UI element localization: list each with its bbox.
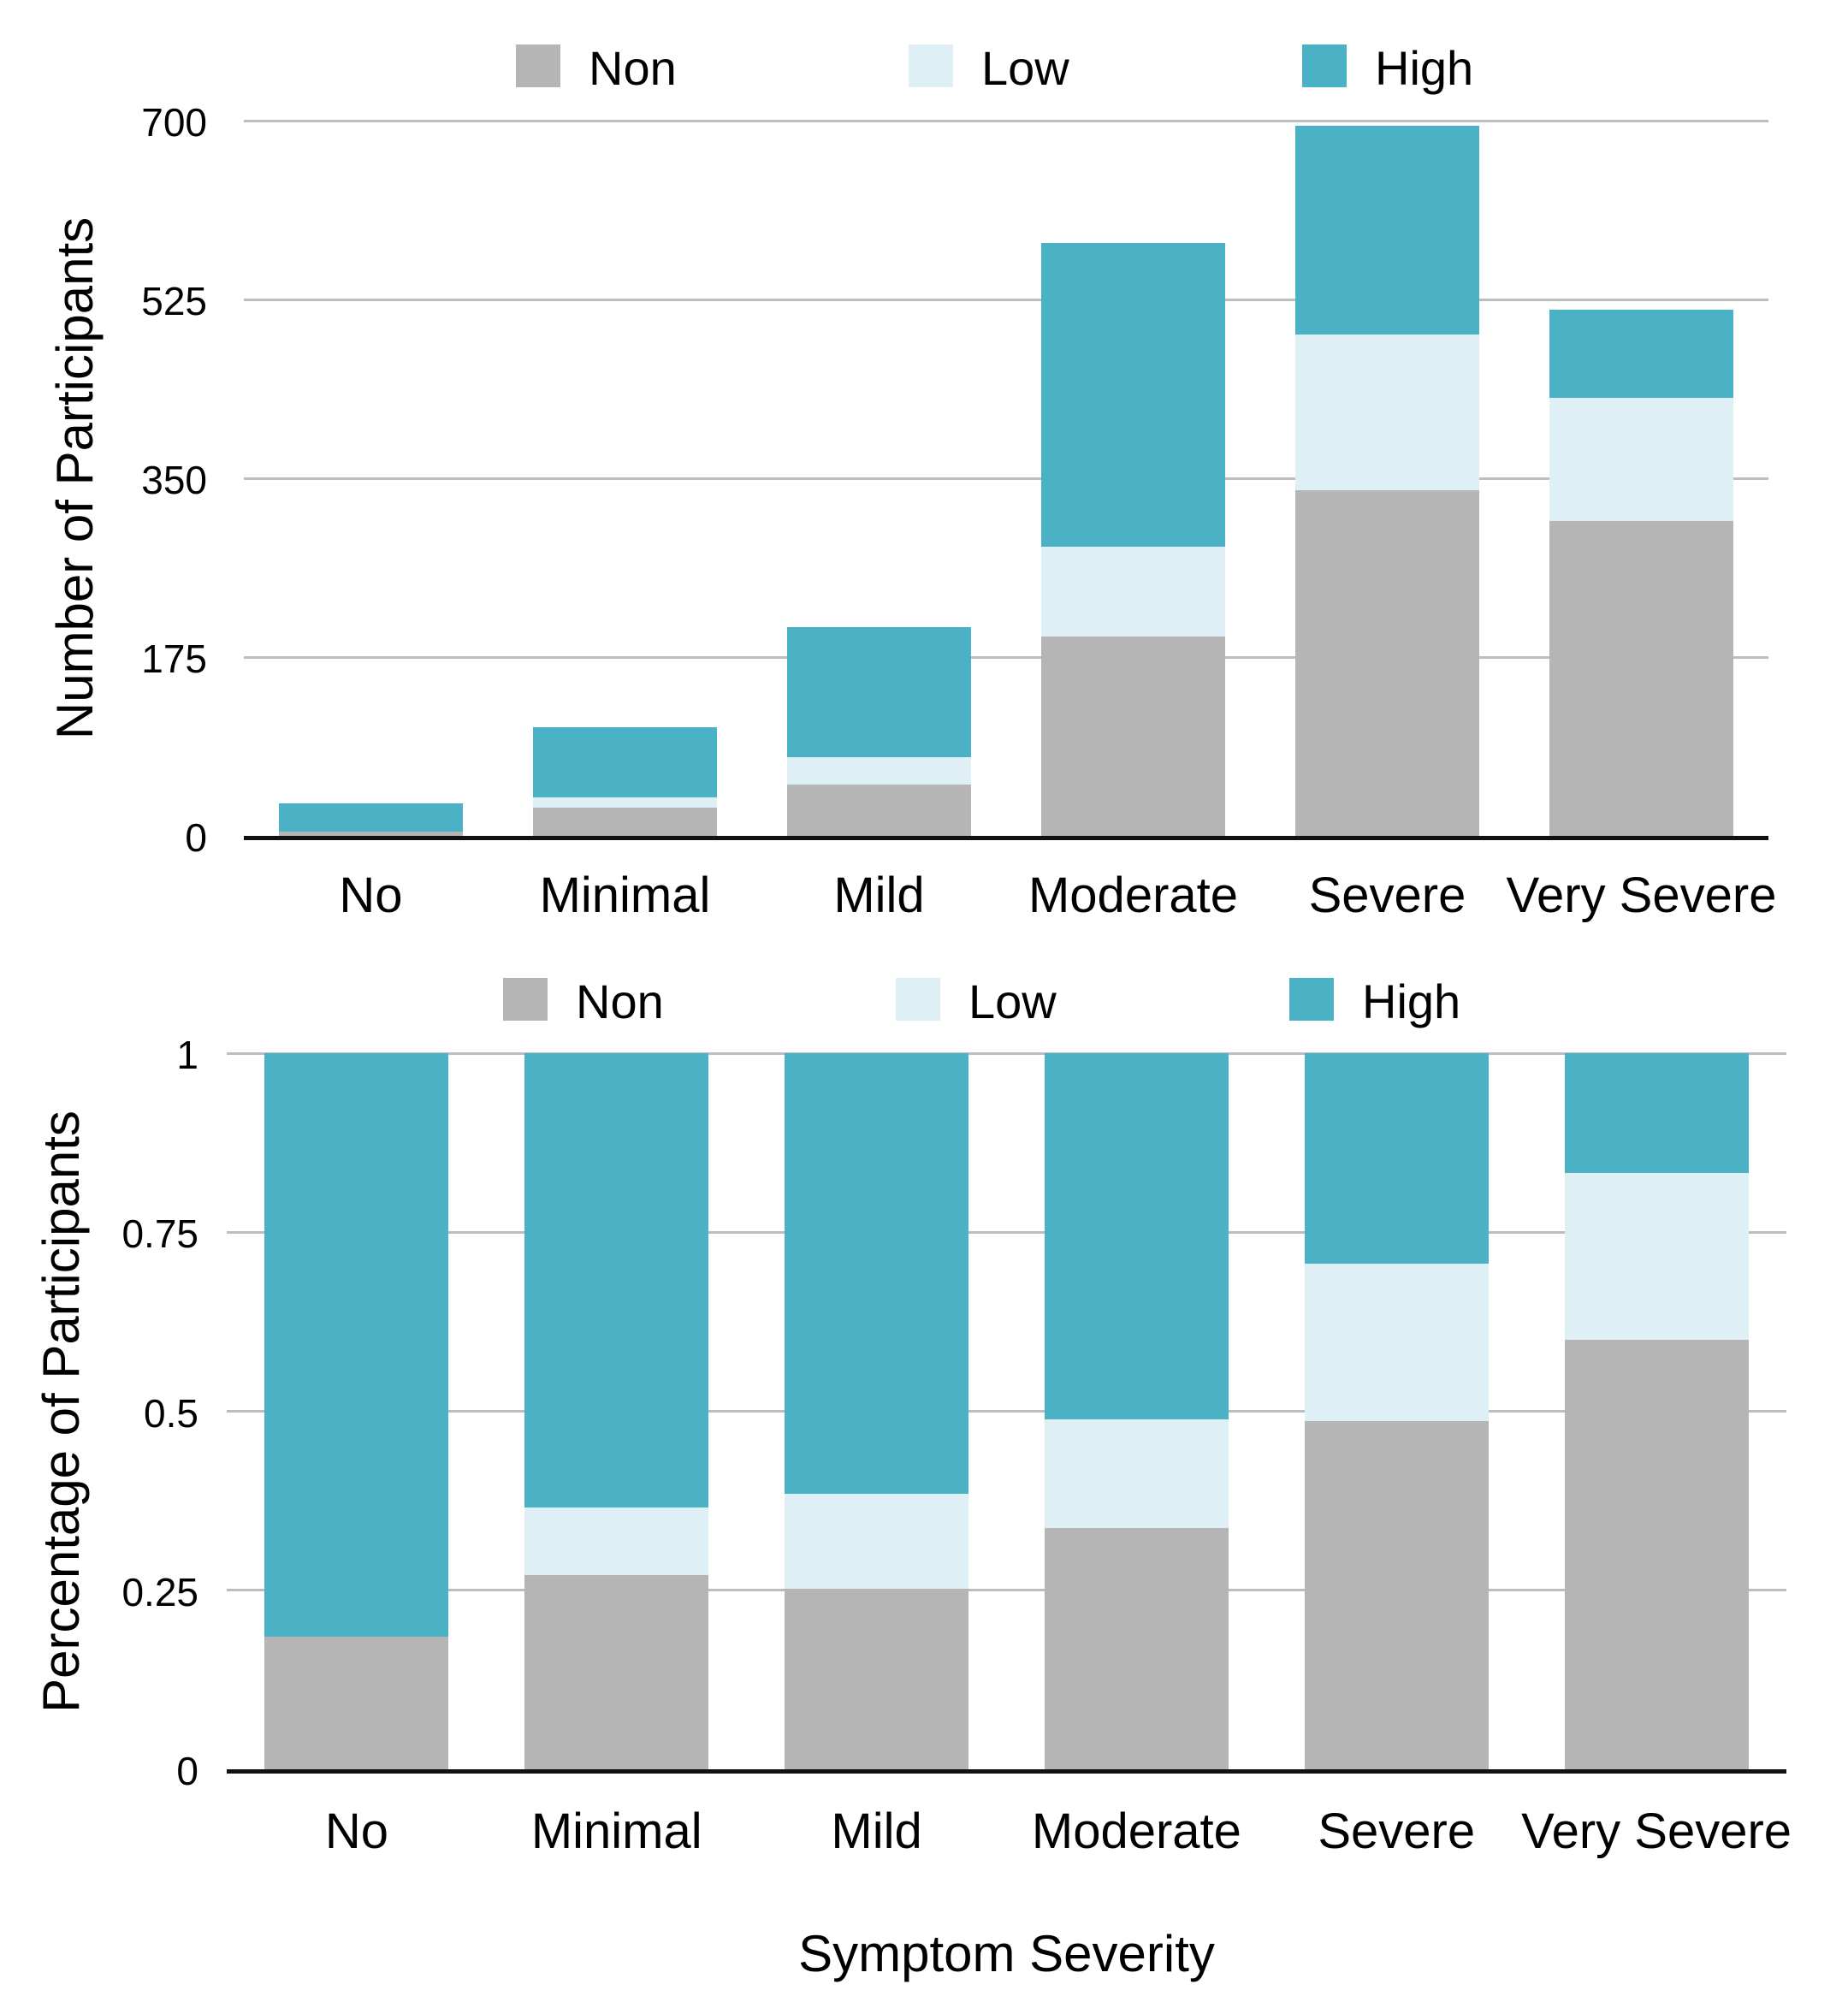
bar-segment-high-mild — [785, 1053, 969, 1494]
x-axis-title: Symptom Severity — [798, 1925, 1215, 1982]
legend-label: Non — [576, 974, 664, 1028]
gridline — [244, 119, 1768, 122]
x-category-label: No — [339, 868, 403, 923]
gridline — [244, 477, 1768, 480]
bar-segment-high-severe — [1304, 1053, 1489, 1265]
gridline — [227, 1051, 1786, 1055]
bar-segment-high-very-severe — [1564, 1053, 1749, 1174]
legend-label: Non — [589, 41, 677, 95]
y-tick-label: 525 — [141, 279, 207, 323]
gridline — [227, 1230, 1786, 1234]
y-tick-label: 1 — [176, 1033, 198, 1077]
legend-label: High — [1375, 41, 1474, 95]
x-category-label: No — [324, 1804, 388, 1859]
x-category-label: Very Severe — [1506, 868, 1777, 923]
x-category-label: Mild — [833, 868, 925, 923]
y-axis-title: Number of Participants — [46, 216, 104, 740]
x-axis-line — [227, 1769, 1786, 1774]
bar-segment-low-very-severe — [1549, 396, 1733, 521]
bar-segment-high-mild — [787, 627, 971, 757]
x-category-label: Severe — [1318, 1804, 1476, 1859]
y-tick-label: 175 — [141, 637, 207, 681]
legend-swatch-low — [909, 44, 953, 87]
bar-segment-high-minimal — [524, 1053, 709, 1508]
gridline — [244, 298, 1768, 301]
bar-segment-low-minimal — [533, 796, 717, 808]
x-category-label: Moderate — [1031, 1804, 1241, 1859]
bar-segment-high-moderate — [1044, 1053, 1229, 1419]
legend-swatch-non — [516, 44, 560, 87]
bar-segment-non-minimal — [524, 1573, 709, 1771]
y-axis-title: Percentage of Participants — [33, 1110, 90, 1713]
y-tick-label: 0.5 — [144, 1390, 198, 1436]
bar-segment-low-mild — [785, 1491, 969, 1589]
legend-swatch-high — [1302, 44, 1347, 87]
legend-swatch-high — [1289, 978, 1334, 1021]
y-tick-label: 0 — [185, 815, 207, 860]
bar-segment-non-moderate — [1044, 1525, 1229, 1771]
bar-segment-non-no — [264, 1635, 449, 1771]
y-tick-label: 0.75 — [121, 1211, 198, 1257]
legend-swatch-low — [896, 978, 940, 1021]
bar-segment-non-moderate — [1041, 634, 1225, 838]
bar-segment-low-moderate — [1041, 544, 1225, 637]
bar-segment-low-minimal — [524, 1506, 709, 1575]
y-tick-label: 350 — [141, 458, 207, 502]
bar-segment-high-moderate — [1041, 243, 1225, 547]
legend-label: Low — [968, 974, 1057, 1028]
bar-segment-non-severe — [1295, 488, 1479, 838]
bar-segment-non-mild — [787, 782, 971, 838]
legend-swatch-non — [503, 978, 548, 1021]
bar-segment-non-no — [279, 829, 463, 838]
x-category-label: Severe — [1308, 868, 1466, 923]
bar-segment-high-no — [264, 1053, 449, 1638]
x-axis-line — [244, 836, 1768, 840]
x-category-label: Minimal — [530, 1804, 702, 1859]
x-category-label: Minimal — [539, 868, 711, 923]
legend-label: Low — [981, 41, 1069, 95]
bar-segment-non-mild — [785, 1586, 969, 1771]
bar-segment-high-very-severe — [1549, 309, 1733, 399]
bar-segment-low-mild — [787, 755, 971, 785]
gridline — [227, 1589, 1786, 1592]
y-tick-label: 0 — [176, 1749, 198, 1793]
y-tick-label: 0.25 — [121, 1569, 198, 1614]
bar-segment-low-severe — [1295, 333, 1479, 490]
bar-segment-non-severe — [1304, 1419, 1489, 1771]
bar-segment-non-very-severe — [1564, 1338, 1749, 1771]
bar-segment-high-minimal — [533, 727, 717, 798]
bar-segment-low-severe — [1304, 1262, 1489, 1421]
bar-segment-low-moderate — [1044, 1417, 1229, 1528]
x-category-label: Mild — [831, 1804, 922, 1859]
x-category-label: Very Severe — [1521, 1804, 1792, 1859]
bar-segment-low-very-severe — [1564, 1171, 1749, 1341]
gridline — [244, 655, 1768, 659]
bar-segment-non-very-severe — [1549, 518, 1733, 838]
y-tick-label: 700 — [141, 100, 207, 145]
bar-segment-high-severe — [1295, 125, 1479, 335]
x-category-label: Moderate — [1028, 868, 1239, 923]
bar-segment-high-no — [279, 803, 463, 832]
bar-segment-non-minimal — [533, 806, 717, 838]
gridline — [227, 1410, 1786, 1413]
legend-label: High — [1362, 974, 1461, 1028]
